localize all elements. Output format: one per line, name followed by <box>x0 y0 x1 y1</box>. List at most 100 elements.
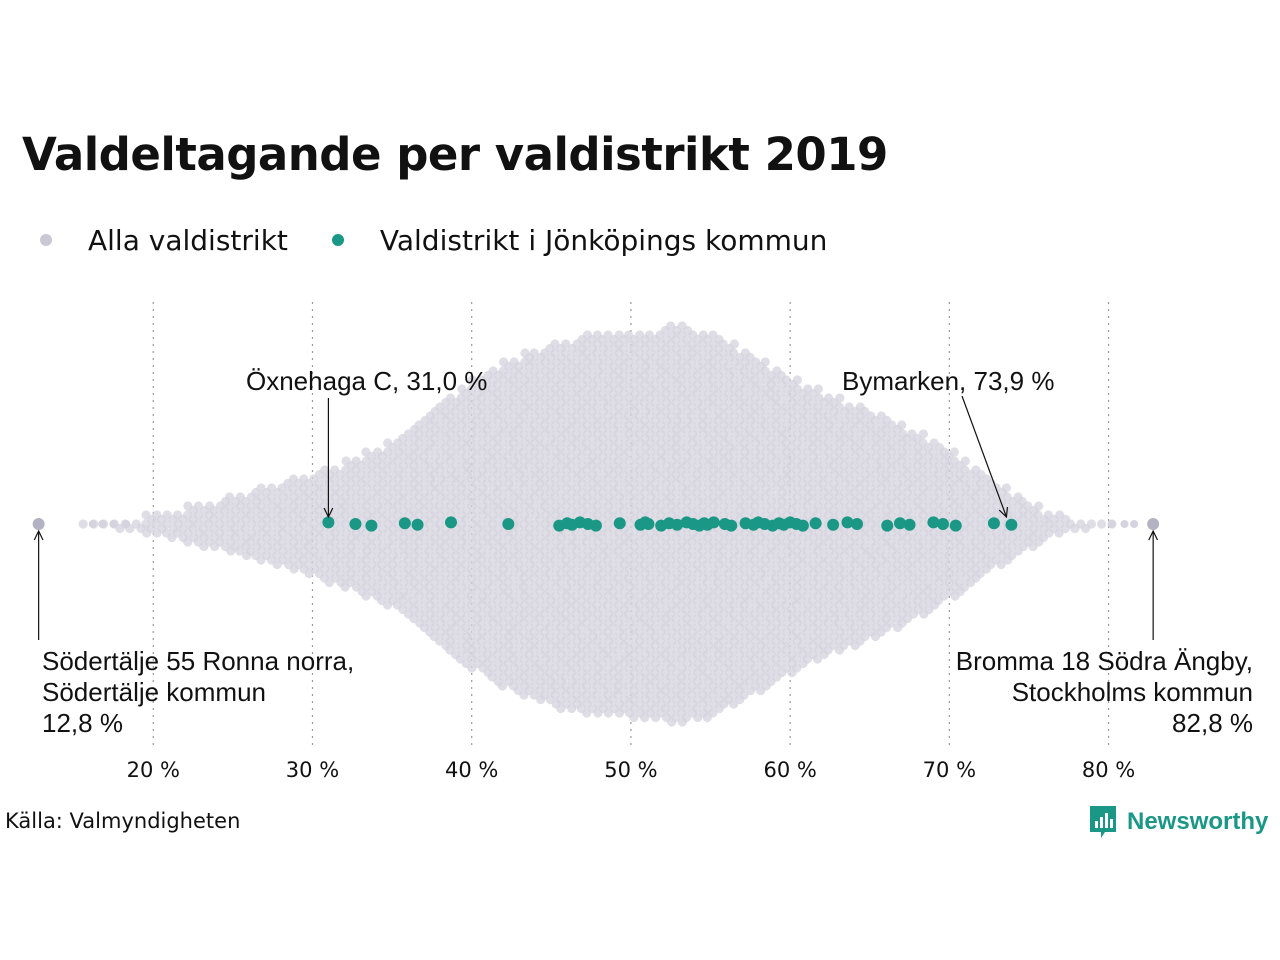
district-dot <box>613 429 623 439</box>
x-tick-label: 60 % <box>763 758 816 782</box>
jonkoping-district-dot <box>322 516 335 529</box>
district-dot <box>608 559 618 570</box>
district-dot <box>618 343 628 354</box>
annotation-arrow <box>961 395 1008 518</box>
jonkoping-district-dot <box>445 516 458 529</box>
district-dot <box>476 618 487 628</box>
jonkoping-district-dot <box>809 517 822 530</box>
legend-item-alla: Alla valdistrikt <box>40 224 288 257</box>
jonkoping-district-dot <box>349 518 362 530</box>
legend-item-jonkoping: Valdistrikt i Jönköpings kommun <box>331 223 828 257</box>
district-dot <box>219 532 230 543</box>
district-dot <box>1007 505 1017 516</box>
district-dot <box>792 654 802 664</box>
annotation-oxnehaga: Öxnehaga C, 31,0 % <box>246 366 487 396</box>
jonkoping-district-dot <box>903 518 916 531</box>
district-dot <box>1086 519 1096 529</box>
jonkoping-district-dot <box>936 518 949 530</box>
jonkoping-district-dot <box>851 518 864 530</box>
legend-label-jonkoping: Valdistrikt i Jönköpings kommun <box>379 223 828 257</box>
district-dot <box>902 451 912 462</box>
district-dot <box>240 523 250 534</box>
jonkoping-district-dot <box>1005 518 1018 531</box>
district-dot <box>813 384 824 394</box>
district-dot <box>623 609 634 619</box>
district-dot <box>477 519 487 529</box>
jonkoping-district-dot <box>725 519 738 532</box>
district-dot <box>960 456 970 466</box>
annotation-bymarken: Bymarken, 73,9 % <box>842 366 1054 396</box>
newsworthy-logo: Newsworthy <box>1088 804 1268 840</box>
district-dot <box>1034 501 1044 511</box>
annotation-line: 82,8 % <box>1172 708 1253 738</box>
jonkoping-district-dot <box>671 518 684 531</box>
jonkoping-district-dot <box>502 518 515 530</box>
legend-swatch-jonkoping <box>331 234 344 246</box>
district-dot <box>560 528 571 538</box>
district-dot <box>760 573 770 583</box>
district-dot <box>571 528 581 538</box>
district-dot <box>413 600 424 610</box>
district-dot <box>613 420 623 430</box>
district-dot <box>319 528 329 538</box>
district-dot <box>681 712 692 723</box>
jonkoping-district-dot <box>707 516 720 529</box>
x-tick-label: 80 % <box>1082 758 1135 782</box>
annotation-line: Södertälje 55 Ronna norra, <box>42 646 354 676</box>
district-dot <box>529 501 539 511</box>
district-dot <box>839 559 849 570</box>
jonkoping-district-dot <box>589 519 602 532</box>
district-dot <box>350 546 360 556</box>
district-dot <box>1097 519 1107 529</box>
district-dot <box>529 348 539 358</box>
district-dot <box>897 420 907 430</box>
district-dot <box>949 447 959 457</box>
district-dot <box>708 708 718 718</box>
district-dot <box>918 429 929 439</box>
extreme-district-dot <box>1147 518 1160 530</box>
jonkoping-district-dot <box>613 517 626 530</box>
district-dot <box>1130 520 1139 528</box>
district-dot <box>508 573 518 583</box>
district-dot <box>545 568 555 579</box>
annotation-line: 12,8 % <box>42 708 123 738</box>
jonkoping-district-dot <box>987 517 1000 530</box>
jonkoping-district-dot <box>796 519 809 532</box>
district-dot <box>603 681 613 691</box>
district-dot <box>497 681 507 691</box>
legend-label-alla: Alla valdistrikt <box>88 223 288 257</box>
jonkoping-district-dot <box>881 519 894 532</box>
district-dot <box>561 339 571 349</box>
annotation-line: Öxnehaga C, 31,0 % <box>246 366 487 396</box>
district-dot <box>109 520 118 528</box>
district-dot <box>676 411 686 421</box>
district-dot <box>1007 550 1017 561</box>
district-dot <box>377 532 387 543</box>
district-dot <box>592 402 602 412</box>
district-dot <box>666 384 676 394</box>
district-dot <box>965 478 975 489</box>
district-dot <box>729 339 740 349</box>
district-dot <box>833 411 844 421</box>
district-dot <box>461 532 471 543</box>
x-tick-label: 50 % <box>604 758 657 782</box>
jonkoping-district-dot <box>411 518 424 531</box>
annotation-arrowhead <box>323 507 334 519</box>
district-dot <box>996 559 1006 570</box>
district-dot <box>765 487 775 498</box>
annotation-line: Bymarken, 73,9 % <box>842 366 1054 396</box>
jonkoping-district-dot <box>949 519 962 532</box>
source-note: Källa: Valmyndigheten <box>5 809 241 833</box>
x-axis-ticks: 20 % 30 % 40 % 50 % 60 % 70 % 80 % <box>127 758 1136 782</box>
district-dot <box>792 375 803 385</box>
district-dot <box>471 496 481 507</box>
annotation-arrowhead <box>998 506 1009 519</box>
annotation-line: Södertälje kommun <box>42 677 266 707</box>
brand-name: Newsworthy <box>1127 808 1269 835</box>
district-dot <box>776 388 786 399</box>
district-dot <box>676 348 686 358</box>
jonkoping-district-dot <box>927 516 940 529</box>
district-dot <box>122 520 131 528</box>
annotation-line: Stockholms kommun <box>1012 677 1253 707</box>
district-dot <box>835 393 845 403</box>
